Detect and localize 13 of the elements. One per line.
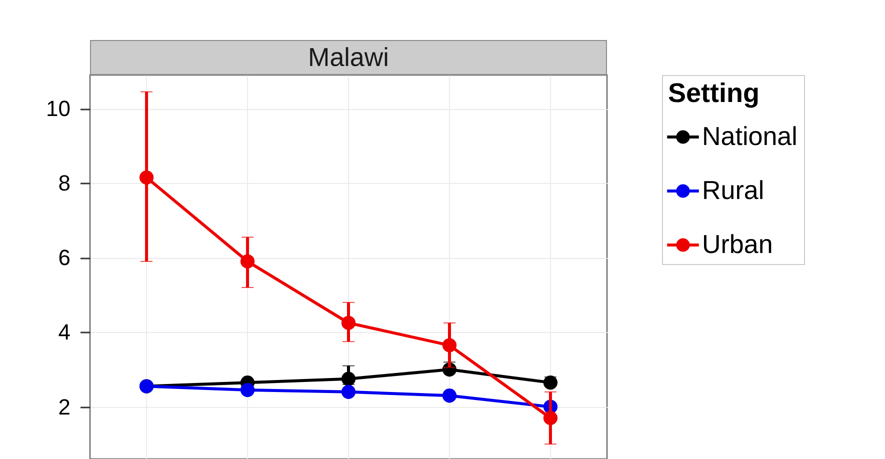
- point: [442, 388, 457, 403]
- legend-title: Setting: [668, 78, 760, 108]
- y-tick-label: 2: [58, 394, 70, 420]
- point: [240, 382, 255, 398]
- legend-label: Urban: [702, 229, 773, 259]
- legend-label: National: [702, 121, 798, 151]
- chart-title: Malawi: [90, 40, 607, 75]
- y-tick-label: 8: [58, 170, 70, 196]
- point: [341, 384, 356, 399]
- y-tick-label: 4: [58, 320, 70, 345]
- y-tick-label: 6: [58, 245, 70, 270]
- legend-label: Rural: [702, 175, 764, 205]
- y-tick-label: 10: [46, 96, 70, 122]
